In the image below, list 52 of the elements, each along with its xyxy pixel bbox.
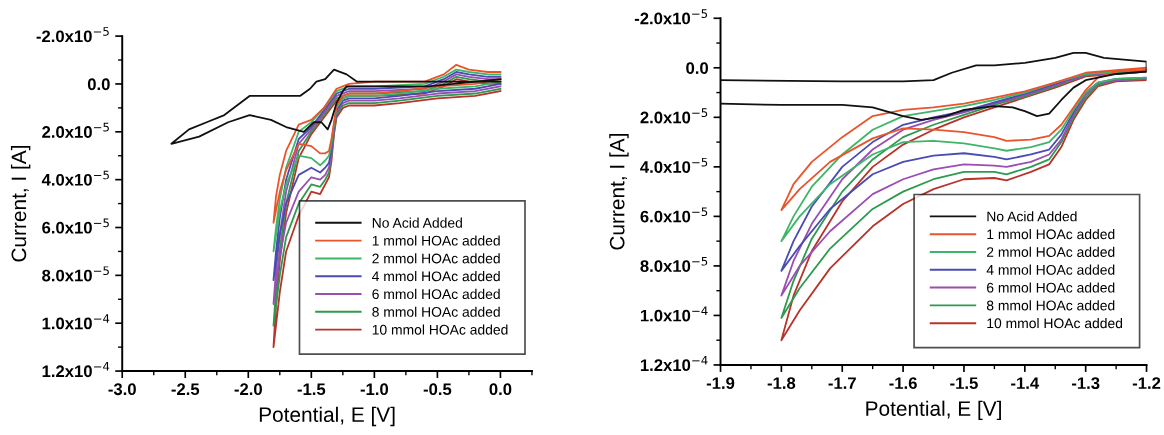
y-tick-label: 6.0x10$^{−5}$ (640, 207, 708, 223)
x-tick-label: -3.0 (108, 383, 136, 396)
x-tick-label: -1.0 (360, 383, 389, 396)
y-axis-title: Current, I [A] (10, 146, 31, 262)
y-tick-label: 1.2x10$^{−4}$ (42, 362, 110, 378)
x-tick-label: -1.7 (828, 377, 856, 389)
y-tick-label: 1.0x10$^{−4}$ (640, 306, 708, 322)
legend-label: 6 mmol HOAc added (987, 282, 1115, 293)
x-tick-label: -0.5 (423, 383, 452, 396)
y-axis-title: Current, I [A] (609, 134, 629, 250)
y-tick-label: 4.0x10$^{−5}$ (41, 170, 109, 186)
y-tick-label: 0.0 (87, 78, 110, 91)
legend-label: 8 mmol HOAc added (372, 306, 500, 317)
legend-label: 1 mmol HOAc added (372, 235, 500, 246)
line-series (170, 68, 502, 145)
y-tick-label: 0.0 (686, 62, 709, 74)
y-tick-label: 1.2x10$^{−4}$ (640, 356, 708, 372)
x-tick-label: -1.8 (767, 377, 796, 390)
line-series (720, 52, 1147, 121)
legend-label: No Acid Added (372, 217, 462, 228)
x-tick-label: -1.2 (1132, 377, 1161, 389)
x-tick-label: -1.3 (1071, 377, 1100, 390)
x-tick-label: -1.9 (706, 377, 735, 390)
x-tick-label: -1.4 (1011, 377, 1040, 389)
y-tick-label: 2.0x10$^{−5}$ (640, 108, 708, 124)
y-tick-label: -2.0x10$^{−5}$ (36, 27, 109, 43)
x-tick-label: -1.6 (889, 377, 917, 390)
legend-label: 10 mmol HOAc added (987, 318, 1123, 329)
x-tick-label: -2.0 (234, 383, 262, 396)
legend-label: 10 mmol HOAc added (372, 324, 508, 335)
x-axis-title: Potential, E [V] (259, 406, 395, 427)
legend-label: 1 mmol HOAc added (987, 228, 1115, 240)
y-tick-label: 8.0x10$^{−5}$ (640, 256, 708, 272)
y-tick-label: 6.0x10$^{−5}$ (42, 218, 109, 234)
y-tick-label: 8.0x10$^{−5}$ (42, 266, 109, 282)
y-tick-label: 1.0x10$^{−4}$ (42, 314, 110, 330)
y-tick-label: -2.0x10$^{−5}$ (634, 9, 708, 25)
y-tick-label: 2.0x10$^{−5}$ (42, 122, 109, 138)
x-axis-title: Potential, E [V] (866, 400, 1001, 421)
legend-label: 2 mmol HOAc added (372, 253, 500, 264)
legend-label: 8 mmol HOAc added (986, 300, 1115, 311)
x-tick-label: -1.5 (950, 377, 978, 390)
legend-label: 6 mmol HOAc added (372, 288, 500, 300)
legend-label: 2 mmol HOAc added (987, 246, 1115, 257)
x-tick-label: 0.0 (489, 383, 512, 396)
x-tick-label: -2.5 (171, 383, 200, 396)
legend-label: 4 mmol HOAc added (986, 264, 1115, 275)
legend-label: 4 mmol HOAc added (372, 271, 500, 282)
legend-label: No Acid Added (987, 211, 1077, 222)
line-series (780, 66, 1147, 212)
y-tick-label: 4.0x10$^{−5}$ (640, 157, 708, 173)
x-tick-label: -1.5 (297, 383, 326, 396)
